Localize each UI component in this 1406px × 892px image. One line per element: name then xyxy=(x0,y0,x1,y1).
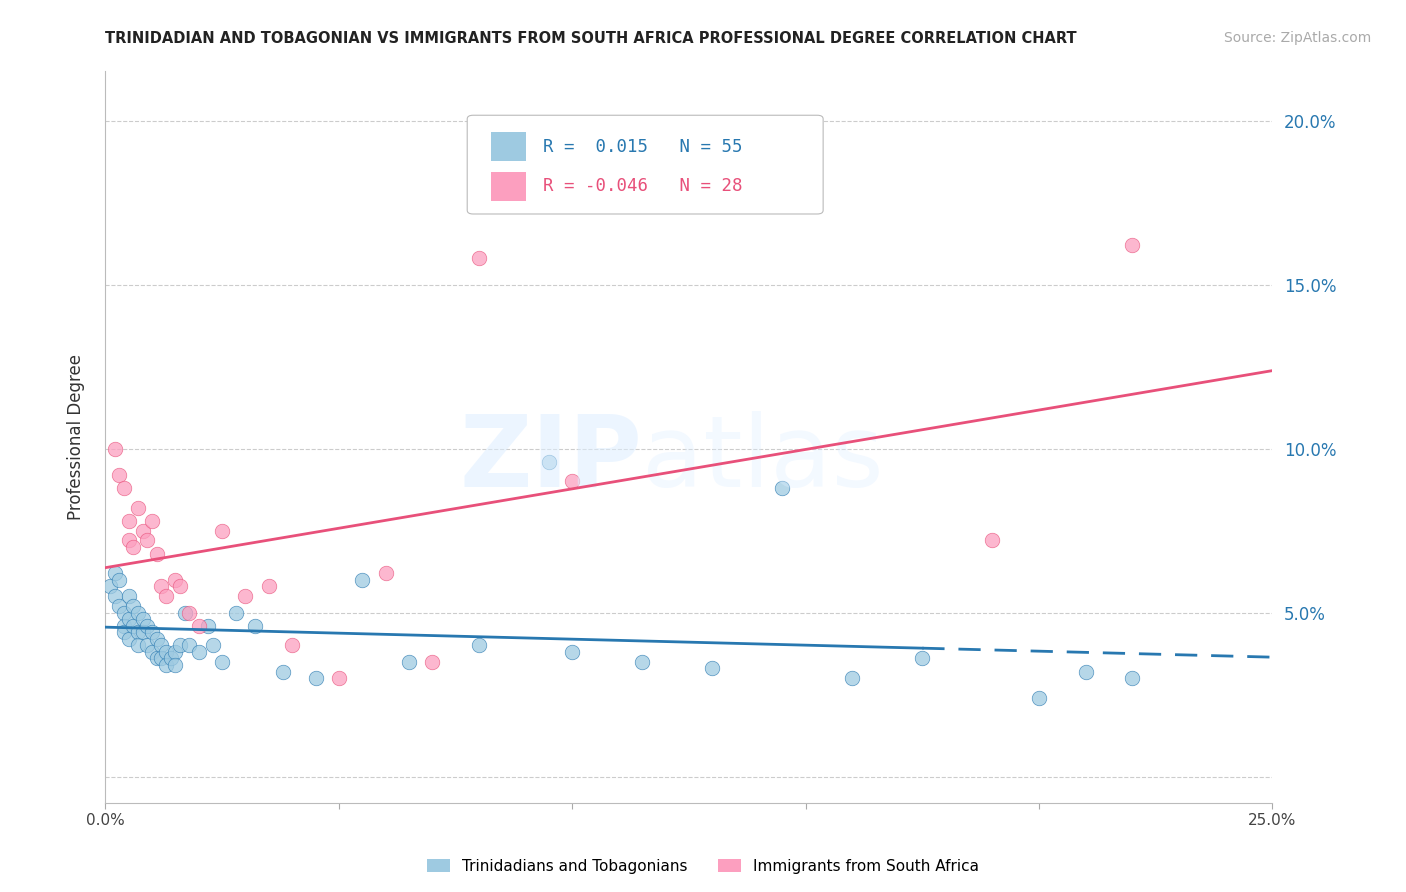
Point xyxy=(702,661,724,675)
Text: atlas: atlas xyxy=(643,410,884,508)
Point xyxy=(165,573,187,587)
Point xyxy=(118,632,141,646)
Point xyxy=(257,579,280,593)
Point xyxy=(132,625,155,640)
Point xyxy=(187,618,209,632)
Point xyxy=(122,618,145,632)
Point xyxy=(141,625,163,640)
Point xyxy=(104,566,127,581)
Point xyxy=(165,645,187,659)
Point xyxy=(225,606,247,620)
Point xyxy=(165,658,187,673)
FancyBboxPatch shape xyxy=(467,115,823,214)
Point xyxy=(136,533,159,548)
Point xyxy=(271,665,294,679)
Point xyxy=(201,638,224,652)
Text: R =  0.015   N = 55: R = 0.015 N = 55 xyxy=(543,137,742,156)
Point xyxy=(211,524,233,538)
Point xyxy=(211,655,233,669)
Point xyxy=(561,475,583,489)
Point xyxy=(104,442,127,456)
Point xyxy=(132,612,155,626)
Point xyxy=(468,638,491,652)
Point xyxy=(150,579,173,593)
Point xyxy=(352,573,374,587)
Bar xyxy=(491,132,526,161)
Point xyxy=(98,579,121,593)
Point xyxy=(1074,665,1097,679)
Point xyxy=(155,589,177,603)
Point xyxy=(118,589,141,603)
Point xyxy=(127,638,149,652)
Point xyxy=(146,651,169,665)
Y-axis label: Professional Degree: Professional Degree xyxy=(66,354,84,520)
Point xyxy=(122,599,145,613)
Point xyxy=(112,481,135,495)
Point xyxy=(179,606,201,620)
Point xyxy=(537,455,560,469)
Point xyxy=(169,638,191,652)
Point xyxy=(118,533,141,548)
Point xyxy=(112,618,135,632)
Point xyxy=(304,671,326,685)
Bar xyxy=(491,171,526,201)
Point xyxy=(136,618,159,632)
Point xyxy=(197,618,219,632)
Point xyxy=(118,514,141,528)
Point xyxy=(398,655,420,669)
Point xyxy=(561,645,583,659)
Point xyxy=(841,671,863,685)
Point xyxy=(127,606,149,620)
Point xyxy=(155,658,177,673)
Point xyxy=(770,481,793,495)
Text: ZIP: ZIP xyxy=(460,410,643,508)
Point xyxy=(155,645,177,659)
Point xyxy=(150,651,173,665)
Point xyxy=(235,589,257,603)
Text: TRINIDADIAN AND TOBAGONIAN VS IMMIGRANTS FROM SOUTH AFRICA PROFESSIONAL DEGREE C: TRINIDADIAN AND TOBAGONIAN VS IMMIGRANTS… xyxy=(105,31,1077,46)
Point xyxy=(631,655,654,669)
Point xyxy=(146,547,169,561)
Point xyxy=(104,589,127,603)
Point xyxy=(911,651,934,665)
Point xyxy=(179,638,201,652)
Point xyxy=(981,533,1004,548)
Point xyxy=(141,514,163,528)
Point xyxy=(122,540,145,554)
Point xyxy=(187,645,209,659)
Point xyxy=(169,579,191,593)
Point xyxy=(127,500,149,515)
Text: Source: ZipAtlas.com: Source: ZipAtlas.com xyxy=(1223,31,1371,45)
Point xyxy=(243,618,266,632)
Point xyxy=(159,651,181,665)
Point xyxy=(1121,238,1143,252)
Point xyxy=(136,638,159,652)
Point xyxy=(108,599,131,613)
Point xyxy=(173,606,195,620)
Point xyxy=(108,467,131,482)
Point xyxy=(328,671,350,685)
Text: R = -0.046   N = 28: R = -0.046 N = 28 xyxy=(543,178,742,195)
Point xyxy=(1028,690,1050,705)
Point xyxy=(118,612,141,626)
Point xyxy=(141,645,163,659)
Point xyxy=(150,638,173,652)
Point xyxy=(420,655,443,669)
Legend: Trinidadians and Tobagonians, Immigrants from South Africa: Trinidadians and Tobagonians, Immigrants… xyxy=(420,853,986,880)
Point xyxy=(127,625,149,640)
Point xyxy=(108,573,131,587)
Point xyxy=(146,632,169,646)
Point xyxy=(112,606,135,620)
Point xyxy=(468,252,491,266)
Point xyxy=(132,524,155,538)
Point xyxy=(112,625,135,640)
Point xyxy=(374,566,396,581)
Point xyxy=(281,638,304,652)
Point xyxy=(1121,671,1143,685)
